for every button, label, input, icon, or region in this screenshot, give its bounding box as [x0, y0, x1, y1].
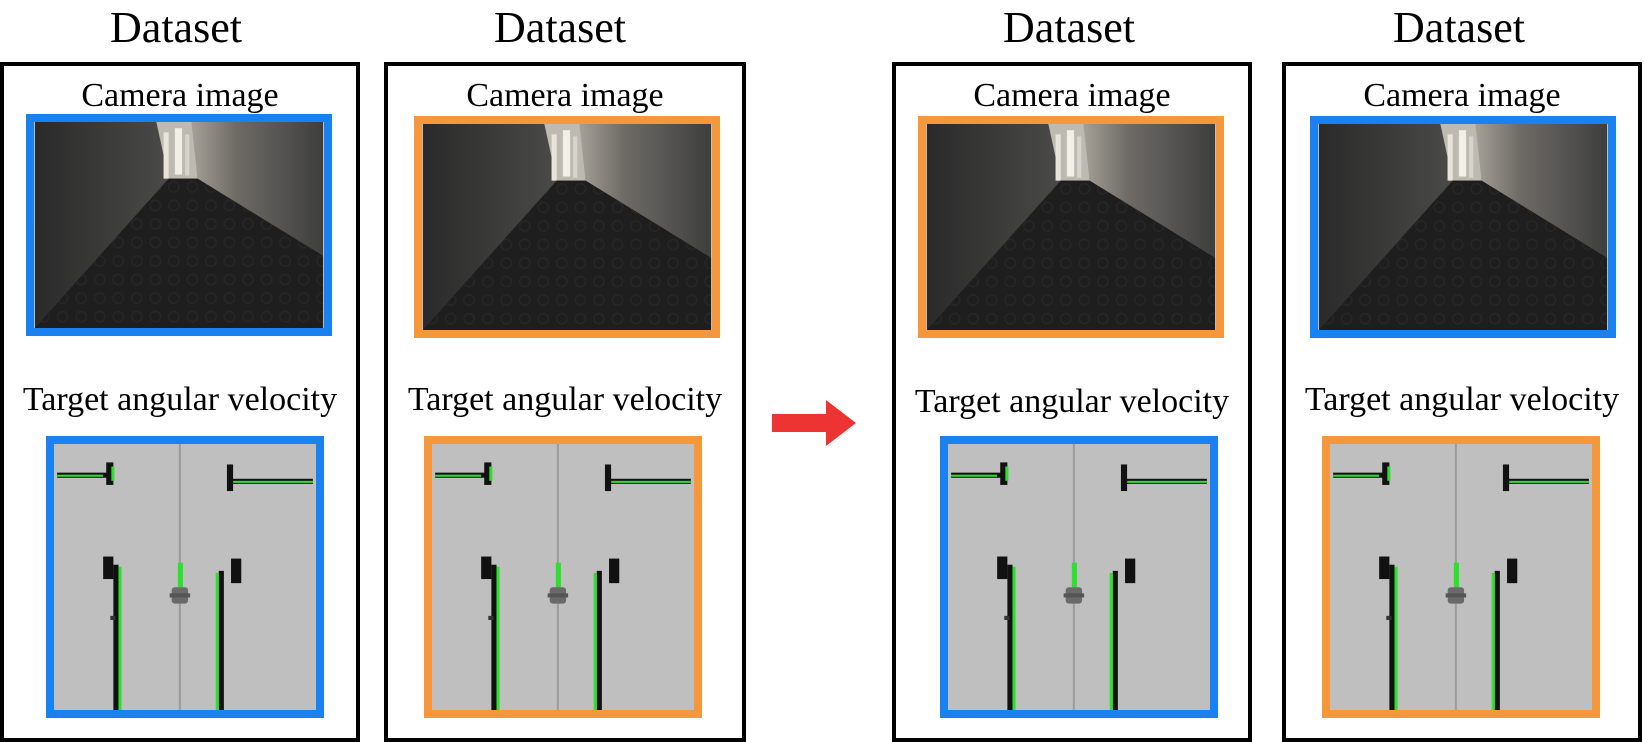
camera-image-label: Camera image	[81, 77, 279, 114]
target-angular-velocity-map	[1322, 436, 1600, 718]
panel-title: Dataset	[1393, 3, 1525, 52]
panel-title: Dataset	[110, 3, 242, 52]
panel-title: Dataset	[1003, 3, 1135, 52]
camera-image-label: Camera image	[466, 77, 664, 114]
dataset-panel: Camera image Target angular velocity	[1282, 62, 1642, 742]
camera-image	[918, 116, 1224, 338]
camera-image-label: Camera image	[973, 77, 1171, 114]
dataset-panel: Camera image Target angular velocity	[0, 62, 360, 742]
target-angular-velocity-label: Target angular velocity	[22, 381, 338, 418]
dataset-panel: Camera image Target angular velocity	[384, 62, 746, 742]
right-arrow-icon	[772, 400, 856, 446]
dataset-panel: Camera image Target angular velocity	[892, 62, 1252, 742]
target-angular-velocity-label: Target angular velocity	[1304, 381, 1620, 418]
target-angular-velocity-label: Target angular velocity	[407, 381, 723, 418]
camera-image	[1310, 116, 1616, 338]
target-angular-velocity-map	[940, 436, 1218, 718]
target-angular-velocity-map	[46, 436, 324, 718]
target-angular-velocity-label: Target angular velocity	[914, 383, 1230, 420]
camera-image	[26, 114, 332, 336]
camera-image-label: Camera image	[1363, 77, 1561, 114]
target-angular-velocity-map	[424, 436, 702, 718]
camera-image	[414, 116, 720, 338]
panel-title: Dataset	[494, 3, 626, 52]
